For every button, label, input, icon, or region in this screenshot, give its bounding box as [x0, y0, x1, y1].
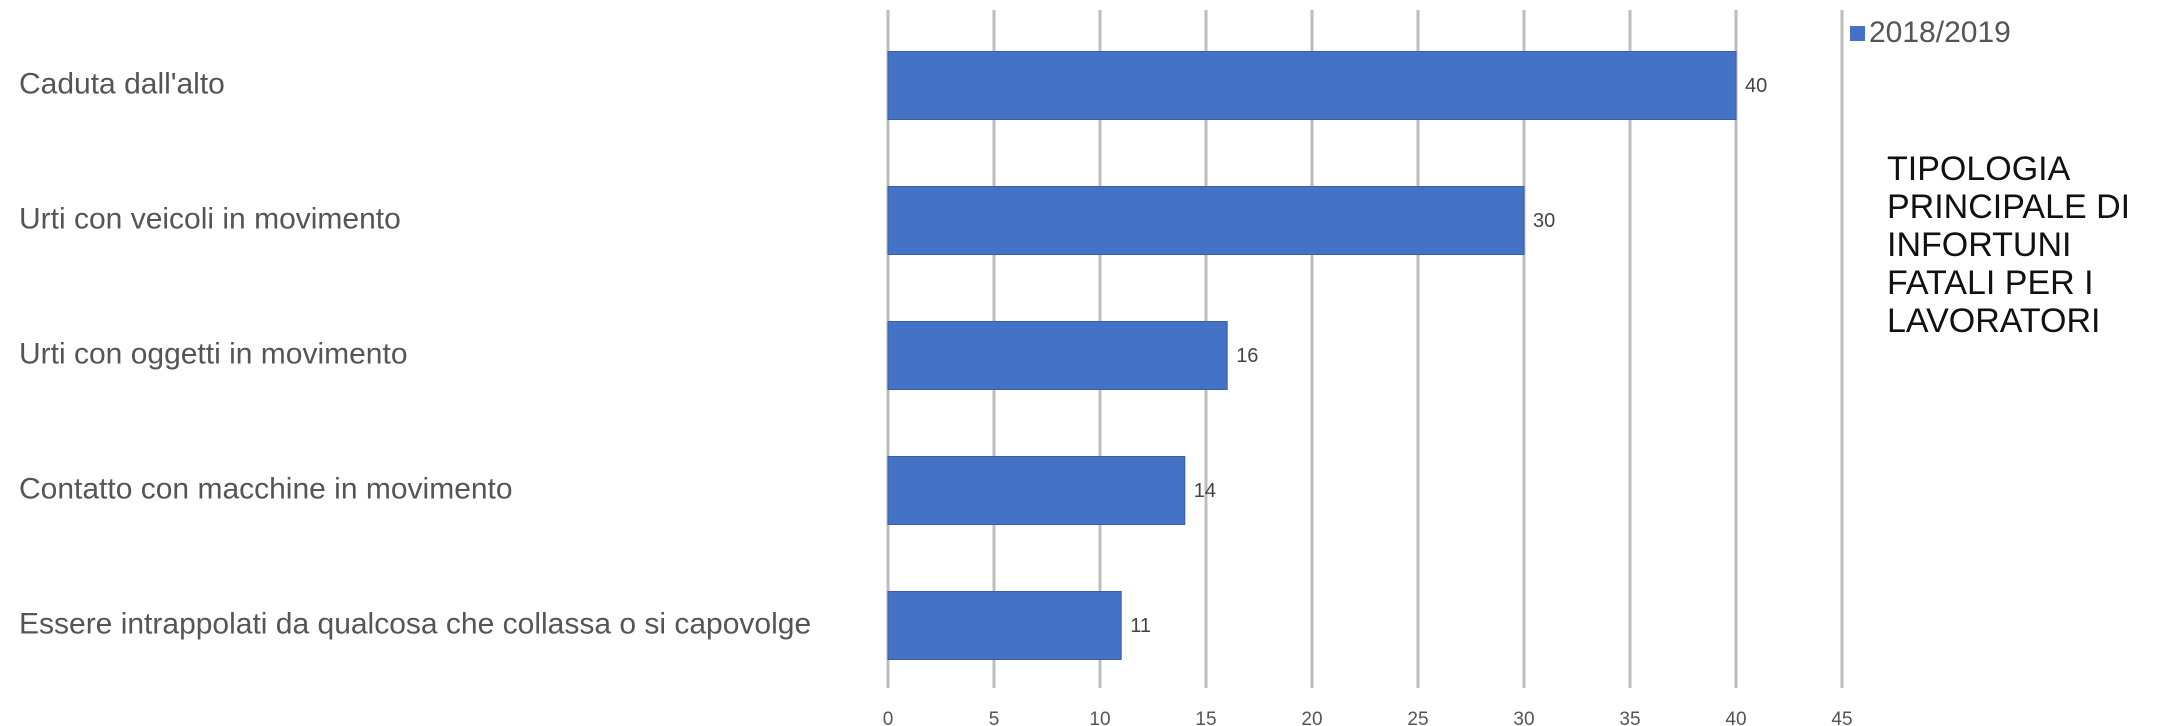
category-label: Essere intrappolati da qualcosa che coll… — [19, 607, 811, 640]
bar — [887, 591, 1122, 660]
x-tick-label: 5 — [989, 709, 1000, 726]
bar — [887, 51, 1737, 120]
legend-swatch — [1850, 25, 1865, 41]
data-label: 14 — [1194, 480, 1216, 502]
x-tick-label: 20 — [1301, 709, 1322, 726]
category-label: Contatto con macchine in movimento — [19, 472, 513, 505]
x-tick-label: 40 — [1725, 709, 1746, 726]
x-tick-label: 25 — [1407, 709, 1428, 726]
x-tick-label: 30 — [1513, 709, 1534, 726]
data-label: 40 — [1745, 75, 1767, 97]
chart-title: TIPOLOGIA PRINCIPALE DI INFORTUNI FATALI… — [1887, 150, 2131, 340]
data-label: 30 — [1533, 210, 1555, 232]
category-label: Urti con oggetti in movimento — [19, 337, 408, 370]
x-tick-label: 45 — [1831, 709, 1852, 726]
bar — [887, 186, 1525, 255]
x-tick-label: 15 — [1195, 709, 1216, 726]
legend-label: 2018/2019 — [1869, 16, 2011, 49]
x-tick-label: 10 — [1089, 709, 1110, 726]
legend: 2018/2019 — [1850, 16, 2011, 50]
x-tick-label: 35 — [1619, 709, 1640, 726]
bar — [887, 321, 1228, 390]
data-label: 11 — [1130, 615, 1151, 637]
bar — [887, 456, 1186, 525]
data-label: 16 — [1236, 345, 1258, 367]
category-label: Caduta dall'alto — [19, 67, 225, 100]
x-tick-label: 0 — [883, 709, 894, 726]
category-label: Urti con veicoli in movimento — [19, 202, 401, 235]
